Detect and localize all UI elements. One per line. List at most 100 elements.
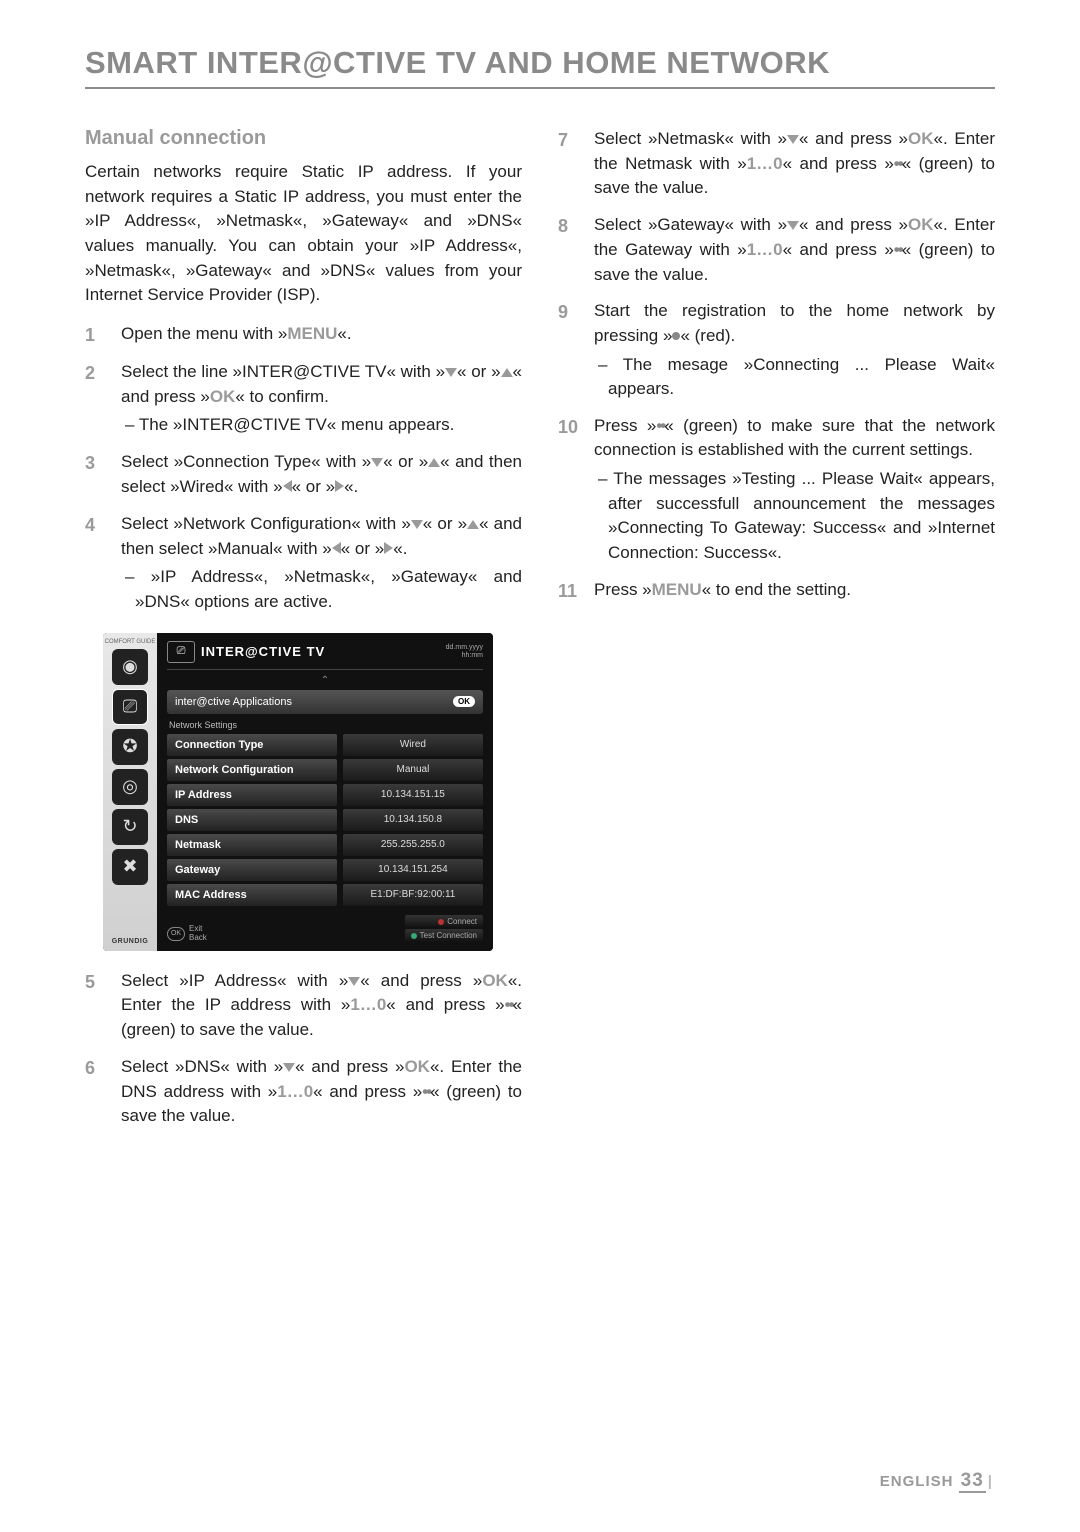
step-text: Select »DNS« with » (121, 1057, 283, 1076)
tv-apps-row: inter@ctive Applications OK (167, 690, 483, 714)
tv-setting-row: Connection TypeWired (167, 734, 483, 756)
digits-label: 1…0 (747, 240, 783, 259)
step-text: « and press » (799, 129, 908, 148)
arrow-up-icon (467, 512, 479, 537)
step-text: « and press » (313, 1082, 422, 1101)
step-3: 3 Select »Connection Type« with » « or » «… (85, 450, 522, 500)
arrow-up-icon (428, 450, 440, 475)
page-title: SMART INTER@CTIVE TV AND HOME NETWORK (85, 45, 995, 89)
tv-setting-label: Network Configuration (167, 759, 337, 781)
comfort-guide-label: COMFORT GUIDE (105, 639, 156, 645)
step-text: « and press » (360, 971, 482, 990)
tv-screenshot: COMFORT GUIDE ◉ ⎚ ✪ ◎ ↻ ✖ GRUNDIG ⎚ INTE… (103, 633, 493, 951)
step-1: 1 Open the menu with »MENU«. (85, 322, 522, 348)
step-num: 2 (85, 360, 107, 438)
step-num: 8 (558, 213, 580, 287)
digits-label: 1…0 (747, 154, 783, 173)
tv-sidebar: COMFORT GUIDE ◉ ⎚ ✪ ◎ ↻ ✖ GRUNDIG (103, 633, 157, 951)
step-num: 9 (558, 299, 580, 402)
step-text: « and press » (386, 995, 504, 1014)
digits-label: 1…0 (350, 995, 386, 1014)
test-dot-icon (411, 933, 417, 939)
sidebar-icon: ↻ (112, 809, 148, 845)
step-text: Press » (594, 580, 652, 599)
connect-dot-icon (438, 919, 444, 925)
tv-date-line: hh:mm (446, 652, 483, 660)
step-num: 6 (85, 1055, 107, 1129)
tv-header-icon: ⎚ (167, 641, 195, 663)
tv-footer: OK Exit Back Connect Test Connection (167, 914, 483, 943)
step-text: Select »Gateway« with » (594, 215, 787, 234)
step-sub: – The mesage »Connecting ... Please Wait… (594, 353, 995, 402)
tv-setting-value: 255.255.255.0 (343, 834, 483, 856)
section-heading: Manual connection (85, 127, 522, 150)
ok-label: OK (482, 971, 508, 990)
step-text: Select »Connection Type« with » (121, 452, 371, 471)
menu-label: MENU (652, 580, 702, 599)
step-text: «. (344, 477, 358, 496)
tv-setting-label: IP Address (167, 784, 337, 806)
right-column: 7 Select »Netmask« with »« and press »OK… (558, 127, 995, 1141)
step-text: « and press » (783, 240, 894, 259)
connect-label: Connect (447, 917, 477, 926)
step-8: 8 Select »Gateway« with »« and press »OK… (558, 213, 995, 287)
tv-setting-value: E1:DF:BF:92:00:11 (343, 884, 483, 906)
step-text: Start the registration to the home netwo… (594, 301, 995, 345)
ok-label: OK (404, 1057, 430, 1076)
tv-setting-value: 10.134.151.15 (343, 784, 483, 806)
arrow-left-icon (332, 537, 341, 562)
arrow-down-icon (283, 1055, 295, 1080)
step-text: « or » (292, 477, 335, 496)
menu-label: MENU (287, 324, 337, 343)
step-num: 5 (85, 969, 107, 1043)
arrow-down-icon (787, 127, 799, 152)
intro-paragraph: Certain networks require Static IP addre… (85, 160, 522, 308)
step-2: 2 Select the line »INTER@CTIVE TV« with … (85, 360, 522, 438)
back-label: Back (189, 934, 207, 943)
footer-lang: ENGLISH (880, 1473, 954, 1490)
digits-label: 1…0 (277, 1082, 313, 1101)
tv-setting-label: DNS (167, 809, 337, 831)
tv-setting-value: Wired (343, 734, 483, 756)
tv-main: ⎚ INTER@CTIVE TV dd.mm.yyyy hh:mm ⌃ inte… (157, 633, 493, 951)
arrow-left-icon (283, 475, 292, 500)
tv-setting-value: 10.134.150.8 (343, 809, 483, 831)
step-7: 7 Select »Netmask« with »« and press »OK… (558, 127, 995, 201)
sidebar-icon-active: ⎚ (112, 689, 148, 725)
steps-list-left-2: 5 Select »IP Address« with » « and press … (85, 969, 522, 1129)
step-text: « or » (457, 362, 500, 381)
arrow-up-icon (501, 360, 513, 385)
green-dots-icon (422, 1080, 430, 1105)
tv-setting-value: Manual (343, 759, 483, 781)
step-11: 11 Press »MENU« to end the setting. (558, 578, 995, 604)
step-10: 10 Press »« (green) to make sure that th… (558, 414, 995, 566)
tv-setting-row: DNS 10.134.150.8 (167, 809, 483, 831)
step-num: 3 (85, 450, 107, 500)
step-sub: – »IP Address«, »Netmask«, »Gateway« and… (121, 565, 522, 614)
tv-footer-left: OK Exit Back (167, 925, 207, 943)
tv-setting-row: IP Address 10.134.151.15 (167, 784, 483, 806)
arrow-down-icon (787, 213, 799, 238)
step-text: Open the menu with » (121, 324, 287, 343)
ok-label: OK (908, 129, 934, 148)
step-4: 4 Select »Network Configuration« with »«… (85, 512, 522, 615)
step-6: 6 Select »DNS« with »« and press »OK«. E… (85, 1055, 522, 1129)
step-num: 4 (85, 512, 107, 615)
caret-up-icon: ⌃ (167, 676, 483, 686)
step-text: « and press » (295, 1057, 404, 1076)
step-text: « or » (341, 539, 384, 558)
ok-pill: OK (453, 696, 475, 707)
step-text: « or » (383, 452, 428, 471)
step-text: Select »IP Address« with » (121, 971, 348, 990)
green-dots-icon (894, 152, 902, 177)
sidebar-icon: ◉ (112, 649, 148, 685)
step-text: « to end the setting. (702, 580, 851, 599)
sidebar-icon: ✪ (112, 729, 148, 765)
step-text: « and press » (783, 154, 894, 173)
green-dots-icon (894, 238, 902, 263)
tv-setting-row: Netmask255.255.255.0 (167, 834, 483, 856)
sidebar-icon: ✖ (112, 849, 148, 885)
tv-footer-right: Connect Test Connection (405, 914, 483, 943)
content-columns: Manual connection Certain networks requi… (85, 127, 995, 1141)
step-sub: – The »INTER@CTIVE TV« menu appears. (121, 413, 522, 438)
